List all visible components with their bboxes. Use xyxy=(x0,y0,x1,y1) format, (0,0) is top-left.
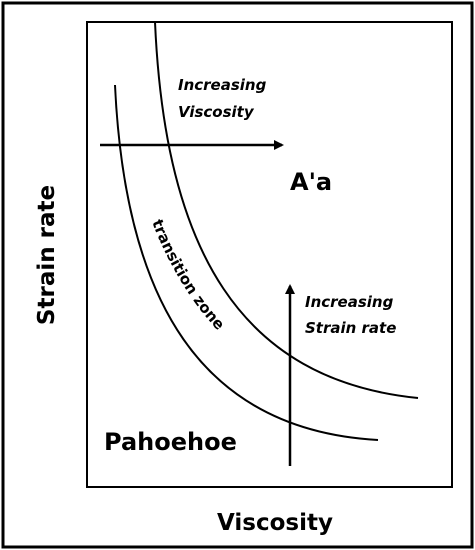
y-axis-label: Strain rate xyxy=(34,185,60,325)
annotation: Strain rate xyxy=(305,319,396,337)
region-label: A'a xyxy=(290,168,332,196)
upper-boundary-curve xyxy=(154,21,419,399)
region-label: Pahoehoe xyxy=(104,428,237,456)
annotation: Increasing xyxy=(305,293,394,311)
lower-boundary-curve xyxy=(114,84,379,441)
annotation: Increasing xyxy=(178,76,267,94)
x-axis-label: Viscosity xyxy=(217,510,333,536)
annotation: Viscosity xyxy=(178,103,255,121)
region-label: transition zone xyxy=(148,217,228,334)
plot-box xyxy=(86,21,453,488)
transition-label: transition zone xyxy=(148,217,228,334)
